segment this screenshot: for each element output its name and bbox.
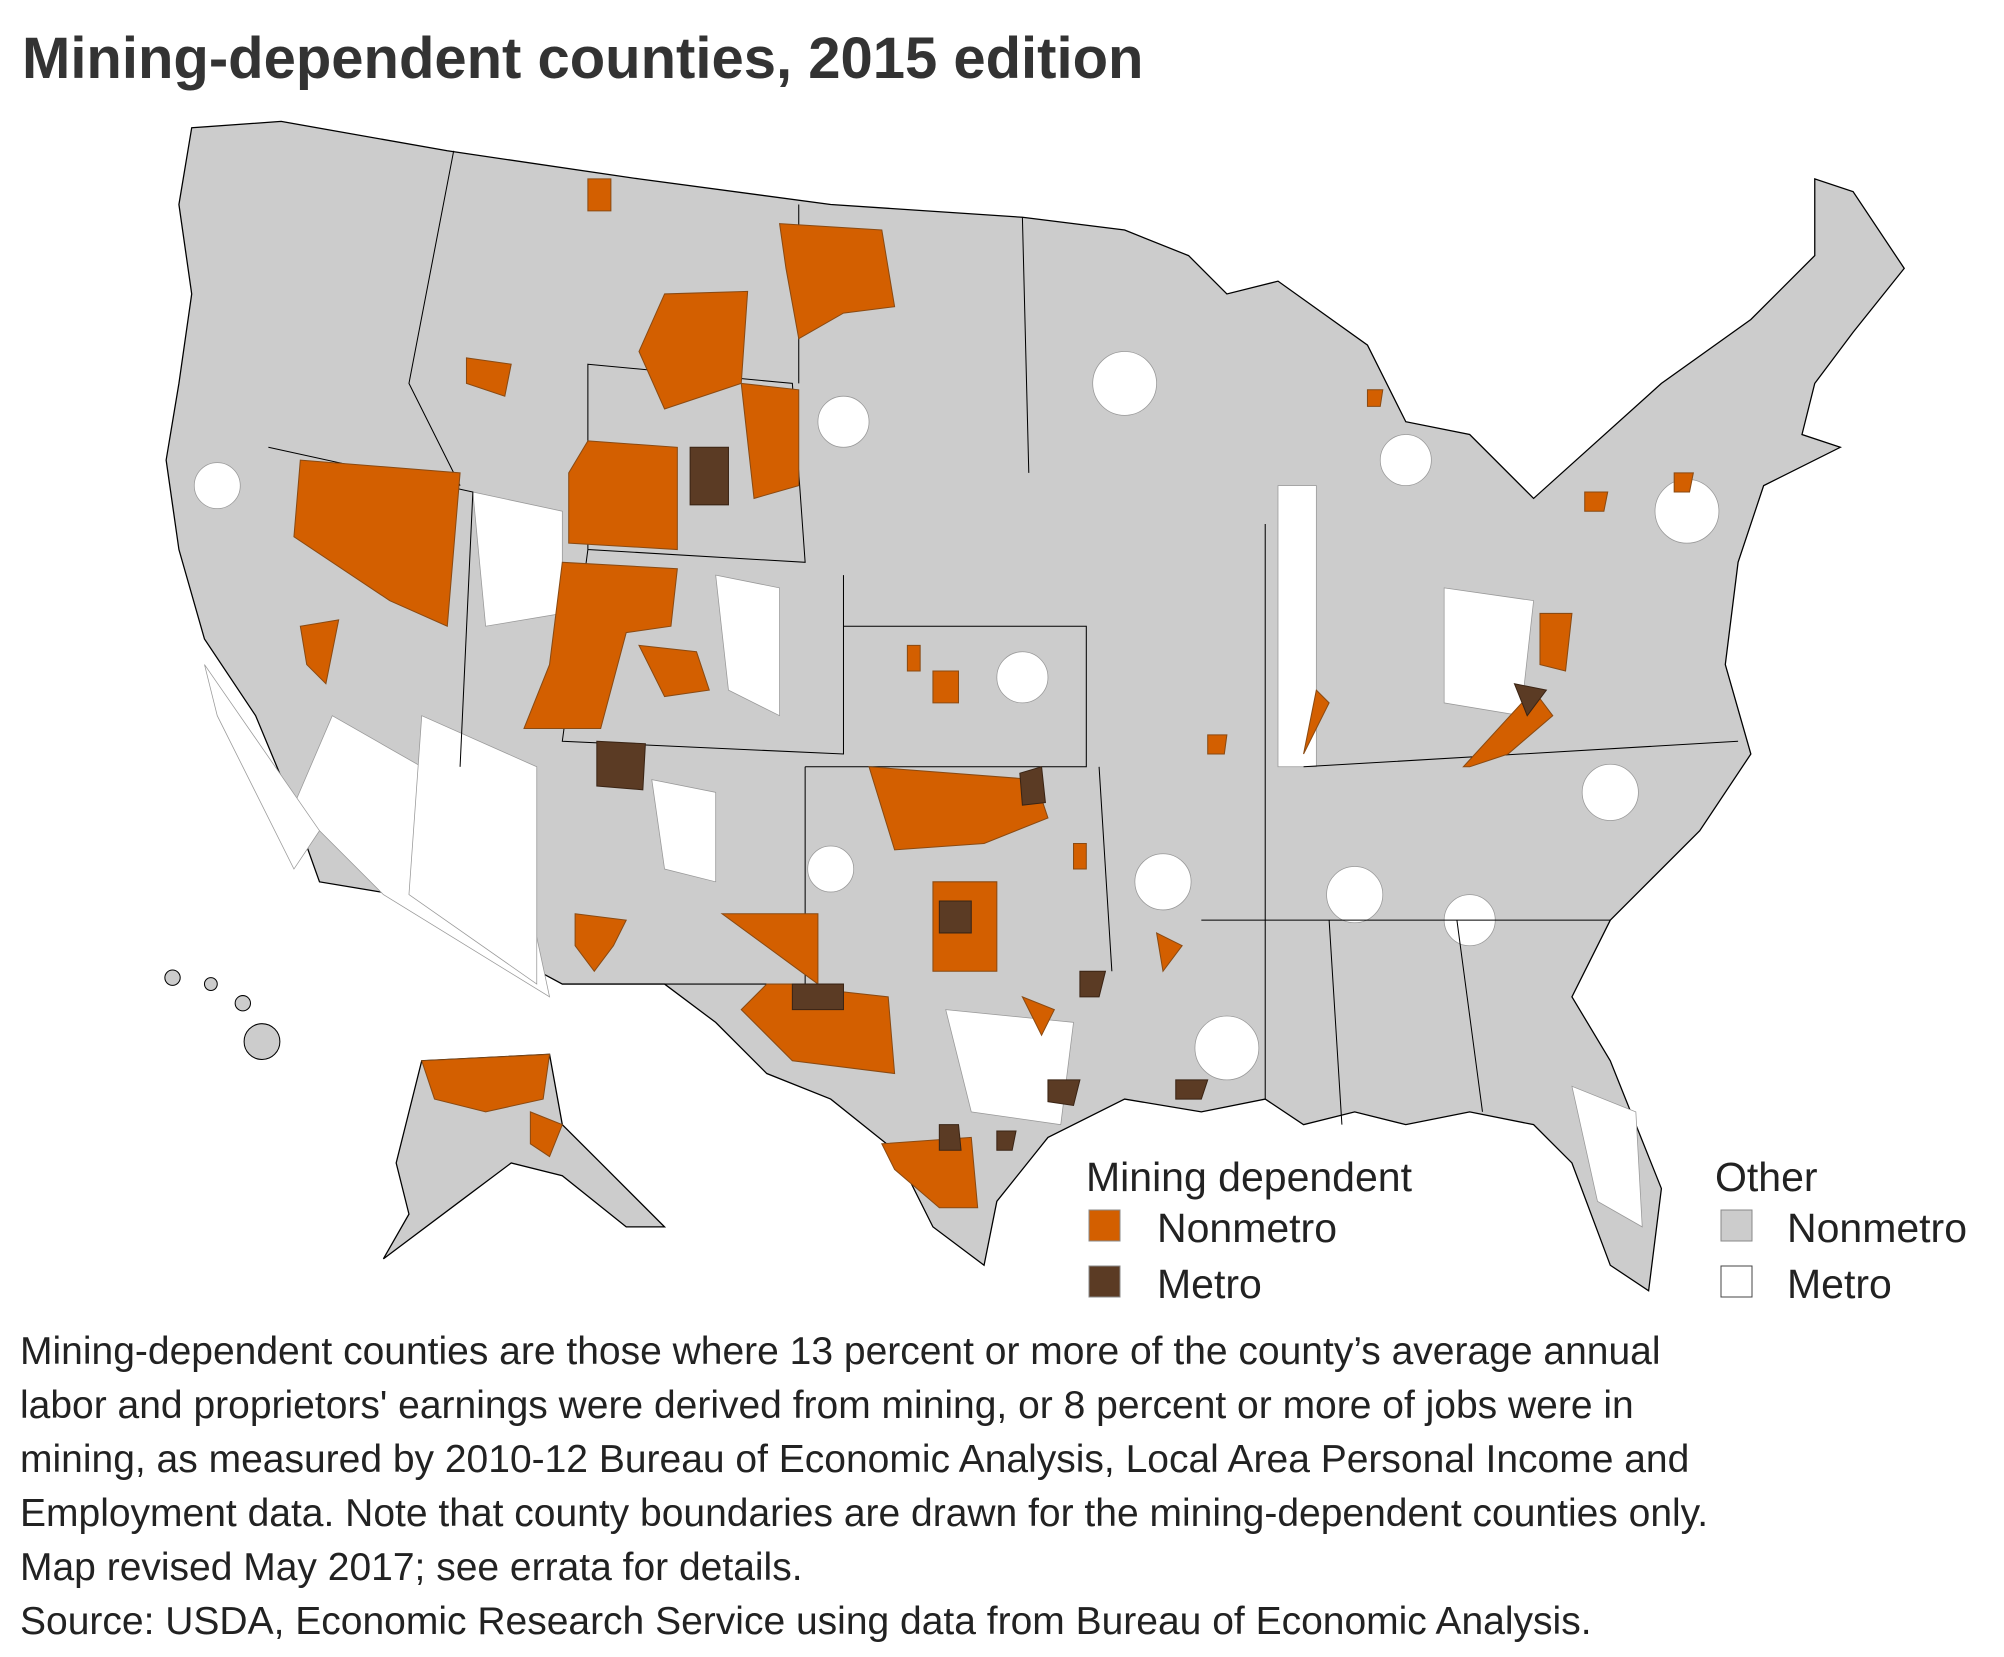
county-group	[881, 1136, 979, 1209]
metro-area	[1571, 1085, 1643, 1228]
county-group	[996, 1130, 1017, 1151]
metro-areas	[193, 351, 1720, 1228]
metro-area	[996, 651, 1049, 704]
county-group	[568, 440, 678, 551]
county-group	[596, 740, 646, 791]
island	[243, 1023, 281, 1060]
metro-area	[1326, 866, 1384, 924]
county-group	[778, 223, 896, 340]
legend: Mining dependent Nonmetro Metro Other No…	[1086, 1154, 1967, 1307]
county-group	[638, 290, 749, 410]
metro-area	[1581, 763, 1639, 821]
map	[164, 120, 1906, 1292]
metro-area	[945, 1009, 1074, 1126]
county-group	[529, 178, 1694, 1158]
county-group	[523, 561, 678, 729]
alaska	[382, 1053, 667, 1260]
legend-label: Nonmetro	[1787, 1205, 1967, 1251]
county-group	[868, 766, 1049, 851]
note-line: Map revised May 2017; see errata for det…	[20, 1546, 803, 1589]
county-group	[689, 446, 729, 506]
county-group	[1175, 1079, 1209, 1100]
note-line: labor and proprietors' earnings were der…	[20, 1384, 1634, 1427]
hawaii	[164, 969, 281, 1060]
metro-area	[408, 715, 538, 985]
island	[203, 977, 218, 991]
legend-title: Other	[1715, 1154, 1818, 1200]
legend-title: Mining dependent	[1086, 1154, 1413, 1200]
metro-area	[472, 491, 563, 627]
legend-swatch	[1088, 1209, 1121, 1242]
metro-area	[715, 574, 780, 717]
county-group	[1019, 766, 1046, 806]
mining-metro-counties	[596, 446, 1548, 1151]
island	[164, 969, 181, 986]
metro-area	[1092, 351, 1157, 416]
legend-swatch	[1088, 1265, 1121, 1298]
title: Mining-dependent counties, 2015 edition	[22, 26, 1143, 91]
metro-area	[1277, 485, 1317, 768]
county-group	[574, 913, 628, 973]
metro-area	[807, 845, 855, 893]
legend-swatch	[1720, 1265, 1753, 1298]
county-group	[465, 357, 512, 397]
metro-area	[1379, 434, 1432, 487]
county-group	[638, 644, 710, 698]
metro-area	[204, 664, 320, 870]
county-group	[938, 900, 972, 934]
county-group	[293, 459, 461, 627]
metro-area	[1134, 853, 1192, 911]
county-group	[740, 382, 800, 500]
notes: Mining-dependent counties are those wher…	[20, 1330, 1708, 1643]
county-group	[1047, 1079, 1081, 1107]
note-line: mining, as measured by 2010-12 Bureau of…	[20, 1438, 1689, 1481]
metro-area	[193, 462, 241, 510]
metro-area	[651, 779, 717, 883]
legend-label: Metro	[1787, 1261, 1892, 1307]
legend-label: Nonmetro	[1157, 1205, 1337, 1251]
county-group	[421, 1053, 551, 1113]
source: Source: USDA, Economic Research Service …	[20, 1600, 1592, 1643]
legend-label: Metro	[1157, 1261, 1262, 1307]
county-group	[1513, 683, 1548, 717]
note-line: Mining-dependent counties are those wher…	[20, 1330, 1661, 1373]
note-line: Employment data. Note that county bounda…	[20, 1492, 1708, 1535]
county-group	[299, 619, 340, 685]
county-group	[938, 1124, 962, 1151]
metro-area	[1194, 1015, 1260, 1081]
county-group	[791, 983, 844, 1011]
island	[234, 995, 251, 1012]
legend-swatch	[1720, 1209, 1753, 1242]
county-group	[1539, 612, 1573, 672]
metro-area	[817, 395, 870, 448]
county-group	[1079, 970, 1107, 998]
